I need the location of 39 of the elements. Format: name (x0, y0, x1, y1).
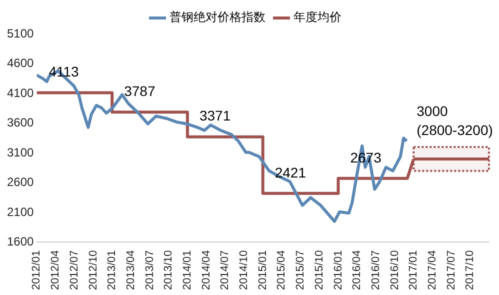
legend-label: 年度均价 (294, 10, 342, 24)
data-label: 4113 (48, 64, 80, 80)
x-tick-label: 2013/10 (162, 250, 175, 290)
x-tick-label: 2016/04 (351, 250, 364, 290)
x-tick-label: 2017/10 (464, 250, 476, 290)
x-tick-label: 2015/07 (294, 250, 307, 290)
x-tick-label: 2014/01 (181, 250, 194, 290)
x-tick-label: 2016/01 (332, 250, 344, 290)
x-tick-label: 2013/01 (106, 250, 118, 290)
data-label: 3000 (2800-3200) (416, 102, 493, 138)
x-tick-label: 2012/04 (50, 250, 62, 290)
y-tick-label: 2100 (6, 204, 34, 219)
y-tick-label: 2600 (6, 175, 34, 190)
x-tick-label: 2014/04 (200, 250, 212, 290)
x-tick-label: 2014/07 (219, 250, 232, 290)
x-tick-label: 2017/04 (426, 250, 438, 290)
y-tick-label: 1600 (6, 234, 34, 249)
y-tick-label: 4600 (6, 56, 34, 70)
x-tick-label: 2012/01 (30, 250, 43, 290)
x-tick-label: 2016/10 (388, 250, 401, 290)
x-tick-label: 2017/07 (445, 250, 458, 290)
legend-label: 普钢绝对价格指数 (170, 10, 266, 24)
y-tick-label: 5100 (6, 26, 34, 40)
x-tick-label: 2012/10 (87, 250, 100, 290)
y-tick-label: 4100 (6, 86, 34, 100)
x-tick-label: 2015/10 (313, 250, 326, 290)
x-tick-label: 2015/01 (256, 250, 269, 290)
x-tick-label: 2013/07 (144, 250, 156, 290)
x-tick-label: 2013/04 (124, 250, 137, 290)
y-tick-label: 3100 (6, 145, 34, 160)
data-label: 2421 (274, 164, 306, 180)
data-label: 3371 (199, 108, 231, 124)
x-tick-label: 2015/04 (276, 250, 288, 290)
x-tick-label: 2014/10 (238, 250, 250, 290)
x-tick-label: 2017/01 (408, 250, 420, 290)
data-label: 3787 (124, 82, 156, 99)
x-tick-label: 2016/07 (370, 250, 382, 290)
x-tick-label: 2012/07 (68, 250, 80, 290)
y-tick-label: 3600 (6, 116, 34, 130)
